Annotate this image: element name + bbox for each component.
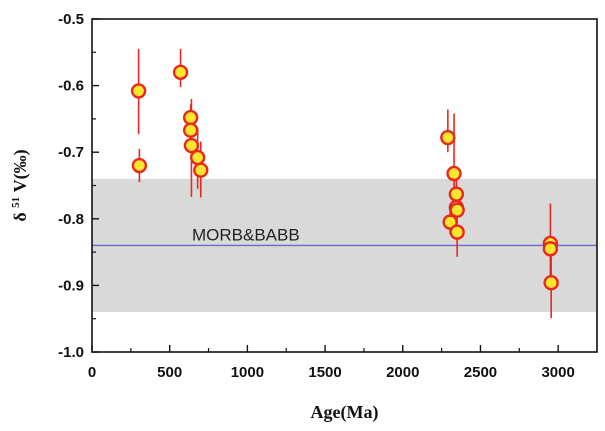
y-tick-label: -0.7 [58, 144, 84, 161]
y-tick-label: -0.9 [58, 277, 84, 294]
data-point [130, 83, 147, 99]
x-tick-label: 0 [88, 364, 96, 381]
data-point [182, 122, 199, 138]
y-axis-title-rest: V(‰) [10, 149, 31, 192]
data-point [449, 224, 465, 240]
data-point [193, 162, 209, 178]
y-axis-title-symbol: δ [10, 212, 30, 221]
data-point [542, 241, 559, 257]
x-axis-title: Age(Ma) [311, 402, 379, 423]
y-tick-label: -0.8 [58, 211, 84, 228]
data-point [440, 129, 456, 146]
y-axis-title-superscript: 51 [10, 197, 22, 208]
x-tick-label: 1500 [308, 364, 341, 381]
y-tick-label: -1.0 [58, 344, 84, 361]
data-point [449, 202, 465, 218]
data-point [183, 137, 200, 154]
x-tick-label: 3000 [541, 364, 574, 381]
data-point [131, 157, 148, 174]
x-tick-label: 1000 [231, 364, 264, 381]
reference-line-label: MORB&BABB [192, 225, 300, 244]
data-point [172, 64, 189, 80]
data-point [189, 149, 206, 166]
data-point [182, 109, 199, 126]
data-point [442, 214, 458, 230]
x-tick-label: 2000 [386, 364, 419, 381]
y-tick-label: -0.6 [58, 78, 84, 95]
data-point [543, 275, 559, 291]
y-axis-title: δ 51 V(‰) [3, 149, 31, 221]
data-point [448, 186, 465, 202]
x-tick-label: 2500 [464, 364, 497, 381]
data-point [446, 165, 462, 182]
y-tick-label: -0.5 [58, 11, 84, 28]
x-tick-label: 500 [157, 364, 182, 381]
